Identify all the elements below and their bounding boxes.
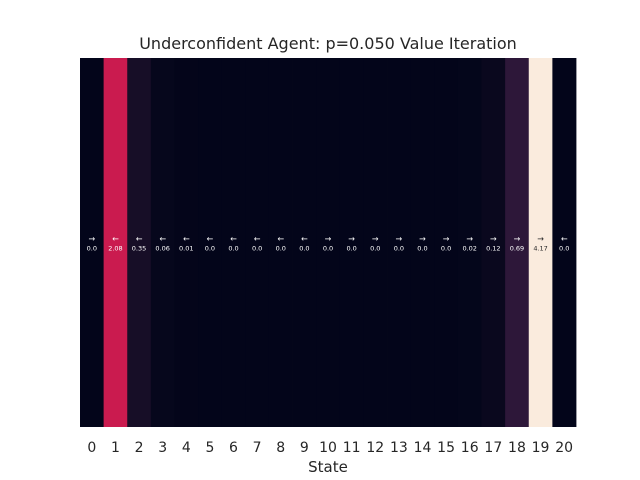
policy-arrow-16: → (466, 235, 473, 244)
policy-arrow-12: → (372, 235, 379, 244)
x-tick-label-5: 5 (205, 440, 214, 456)
cell-value-label-0: 0.0 (87, 245, 97, 253)
x-tick-label-14: 14 (414, 440, 432, 456)
x-tick-label-10: 10 (319, 440, 337, 456)
x-tick-label-2: 2 (135, 440, 144, 456)
policy-arrow-17: → (490, 235, 497, 244)
cell-value-label-5: 0.0 (205, 245, 215, 253)
policy-arrow-14: → (419, 235, 426, 244)
heatmap-cell-10 (316, 58, 341, 427)
heatmap-cell-3 (150, 58, 175, 427)
policy-arrow-15: → (443, 235, 450, 244)
heatmap-cells: →0.0←2.08←0.35←0.06←0.01←0.0←0.0←0.0←0.0… (80, 58, 577, 427)
policy-arrow-2: ← (136, 235, 143, 244)
cell-value-label-13: 0.0 (394, 245, 404, 253)
x-tick-label-6: 6 (229, 440, 238, 456)
cell-value-label-9: 0.0 (299, 245, 309, 253)
heatmap-cell-5 (198, 58, 223, 427)
policy-arrow-9: ← (301, 235, 308, 244)
heatmap-cell-18 (505, 58, 530, 427)
cell-value-label-7: 0.0 (252, 245, 262, 253)
policy-arrow-18: → (514, 235, 521, 244)
heatmap-cell-11 (339, 58, 364, 427)
cell-value-label-19: 4.17 (533, 245, 547, 253)
cell-value-label-11: 0.0 (346, 245, 356, 253)
heatmap-cell-20 (552, 58, 577, 427)
heatmap-cell-14 (410, 58, 435, 427)
cell-value-label-6: 0.0 (228, 245, 238, 253)
cell-value-label-10: 0.0 (323, 245, 333, 253)
x-axis-ticks: 0 1 2 3 4 5 6 7 8 9 10 11 12 13 14 15 16 17 18 19 20 (87, 440, 573, 456)
heatmap-cell-1 (103, 58, 128, 427)
cell-value-label-12: 0.0 (370, 245, 380, 253)
x-tick-label-8: 8 (276, 440, 285, 456)
heatmap-cell-9 (292, 58, 317, 427)
x-tick-label-17: 17 (484, 440, 502, 456)
x-tick-label-18: 18 (508, 440, 526, 456)
policy-arrow-10: → (325, 235, 332, 244)
x-tick-label-11: 11 (343, 440, 361, 456)
heatmap-cell-13 (387, 58, 412, 427)
heatmap-cell-7 (245, 58, 270, 427)
policy-arrow-11: → (348, 235, 355, 244)
x-tick-label-9: 9 (300, 440, 309, 456)
policy-arrow-4: ← (183, 235, 190, 244)
policy-arrow-1: ← (112, 235, 119, 244)
policy-arrow-0: → (88, 235, 95, 244)
heatmap-cell-12 (363, 58, 388, 427)
cell-value-label-18: 0.69 (510, 245, 524, 253)
x-tick-label-20: 20 (555, 440, 573, 456)
x-tick-label-13: 13 (390, 440, 408, 456)
cell-value-label-16: 0.02 (462, 245, 476, 253)
x-tick-label-0: 0 (87, 440, 96, 456)
cell-value-label-17: 0.12 (486, 245, 500, 253)
heatmap-cell-0 (80, 58, 105, 427)
policy-arrow-7: ← (254, 235, 261, 244)
x-tick-label-16: 16 (461, 440, 479, 456)
heatmap-cell-4 (174, 58, 199, 427)
x-tick-label-12: 12 (366, 440, 384, 456)
x-tick-label-7: 7 (253, 440, 262, 456)
heatmap-cell-6 (221, 58, 246, 427)
heatmap-cell-17 (481, 58, 506, 427)
x-tick-label-4: 4 (182, 440, 191, 456)
policy-arrow-20: ← (561, 235, 568, 244)
x-tick-label-19: 19 (532, 440, 550, 456)
policy-arrow-13: → (396, 235, 403, 244)
cell-value-label-14: 0.0 (417, 245, 427, 253)
cell-value-label-4: 0.01 (179, 245, 193, 253)
heatmap-cell-8 (268, 58, 293, 427)
chart-title: Underconfident Agent: p=0.050 Value Iter… (139, 34, 517, 53)
heatmap-cell-16 (457, 58, 482, 427)
cell-value-label-1: 2.08 (108, 245, 122, 253)
cell-value-label-8: 0.0 (276, 245, 286, 253)
cell-value-label-2: 0.35 (132, 245, 146, 253)
policy-arrow-19: → (537, 235, 544, 244)
cell-value-label-3: 0.06 (155, 245, 169, 253)
policy-arrow-3: ← (159, 235, 166, 244)
policy-arrow-8: ← (277, 235, 284, 244)
x-axis-label: State (308, 458, 348, 476)
policy-arrow-5: ← (207, 235, 214, 244)
policy-arrow-6: ← (230, 235, 237, 244)
heatmap-cell-2 (127, 58, 152, 427)
cell-value-label-20: 0.0 (559, 245, 569, 253)
heatmap-cell-19 (528, 58, 553, 427)
cell-value-label-15: 0.0 (441, 245, 451, 253)
x-tick-label-3: 3 (158, 440, 167, 456)
x-tick-label-15: 15 (437, 440, 455, 456)
x-tick-label-1: 1 (111, 440, 120, 456)
heatmap-cell-15 (434, 58, 459, 427)
